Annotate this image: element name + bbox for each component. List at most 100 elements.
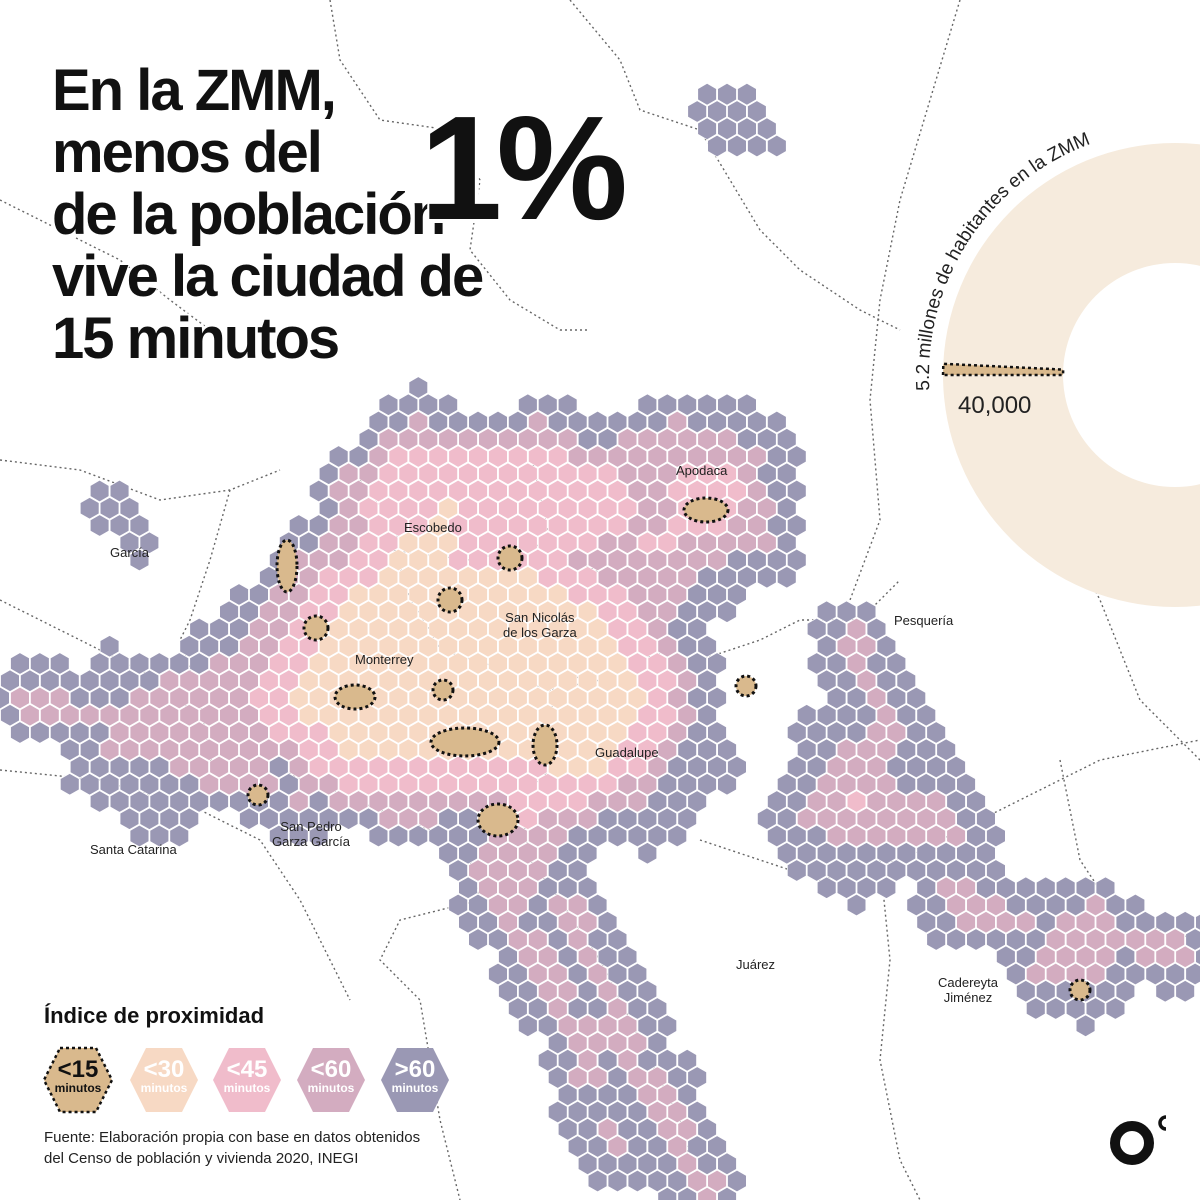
hexagon-icon — [297, 1048, 365, 1112]
hex-cell — [577, 462, 598, 486]
hex-cell — [388, 548, 409, 572]
hex-cell — [577, 1083, 598, 1107]
hex-cell — [249, 617, 269, 641]
hex-cell — [717, 531, 737, 555]
hex-cell — [836, 738, 857, 762]
hex-cell — [876, 772, 897, 796]
hex-cell — [866, 755, 887, 779]
hex-cell — [1075, 1014, 1096, 1038]
hex-cell — [408, 548, 429, 572]
hex-cell — [518, 979, 538, 1003]
hex-cell — [109, 721, 130, 744]
hex-cell — [99, 634, 120, 658]
hex-cell — [677, 1186, 697, 1200]
hex-cell — [557, 669, 578, 693]
hex-cell — [617, 772, 638, 796]
hex-cell — [677, 565, 697, 589]
hex-cell — [418, 565, 439, 589]
legend-unit-15: minutos — [54, 1081, 102, 1095]
hex-cell — [408, 652, 429, 675]
hex-cell — [408, 790, 429, 813]
hex-cell — [627, 997, 648, 1020]
hex-cell — [518, 600, 538, 624]
hex-cell — [607, 514, 628, 537]
hex-cell — [697, 393, 717, 417]
hex-cell — [667, 652, 688, 675]
hex-cell — [846, 859, 867, 882]
hex-cell — [567, 617, 588, 641]
hex-cell — [677, 1152, 697, 1176]
hex-cell — [856, 600, 877, 624]
hex-cell — [428, 410, 449, 434]
hex-cell — [1195, 948, 1200, 966]
hex-cell — [239, 669, 259, 693]
hex-cell — [587, 652, 608, 675]
hex-cell — [368, 410, 389, 434]
hex-cell — [318, 634, 339, 658]
hex-cell — [916, 910, 937, 934]
hex-cell — [577, 841, 598, 865]
hex-cell — [507, 755, 528, 779]
hex-cell — [846, 824, 867, 848]
hex-cell — [537, 876, 558, 900]
hex-cell — [308, 548, 329, 572]
hex-cell — [1165, 928, 1185, 951]
hex-cell — [378, 807, 399, 831]
hex-cell — [1016, 910, 1036, 934]
hex-cell — [109, 652, 130, 675]
hex-cell — [617, 1152, 638, 1176]
hex-cell — [936, 772, 956, 796]
hex-cell — [826, 652, 847, 675]
boundary-east — [849, 0, 961, 601]
hex-cell — [1065, 962, 1086, 986]
hex-cell — [587, 1100, 608, 1124]
hex-cell — [1175, 945, 1195, 969]
hex-cell — [697, 531, 717, 555]
hex-cell — [607, 1100, 628, 1124]
hex-cell — [119, 669, 140, 693]
hex-cell — [946, 859, 966, 882]
hex-cell — [816, 807, 837, 831]
hex-cell — [687, 755, 707, 779]
headline-line-4: vive la ciudad de — [52, 244, 484, 309]
hex-cell — [149, 721, 170, 744]
hex-cell — [448, 893, 469, 917]
hex-cell — [976, 910, 996, 934]
hex-cell — [498, 462, 518, 486]
hex-cell — [767, 790, 787, 813]
hex-cell — [577, 1117, 598, 1141]
hex-cell — [219, 600, 239, 624]
hex-cell — [567, 859, 588, 882]
hex-cell — [757, 427, 777, 451]
hex-cell — [388, 686, 409, 710]
hex-cell — [617, 1014, 638, 1038]
hex-cell — [398, 462, 419, 486]
hex-cell — [398, 634, 419, 658]
hex-cell — [488, 652, 508, 675]
hex-cell — [129, 514, 150, 537]
hex-cell — [697, 600, 717, 624]
hex-cell — [597, 807, 618, 831]
hex-cell — [577, 738, 598, 762]
hex-cell — [478, 427, 498, 451]
hex-cell — [1016, 876, 1036, 900]
hex-cell — [139, 807, 160, 831]
hex-cell — [607, 686, 628, 710]
hex-cell — [866, 652, 887, 675]
hex-cell — [537, 634, 558, 658]
hex-cell — [846, 893, 867, 917]
hex-cell — [667, 410, 688, 434]
under-15-zone — [429, 726, 501, 758]
hex-cell — [388, 652, 409, 675]
hex-cell — [528, 859, 548, 882]
hex-cell — [408, 445, 429, 468]
hex-cell — [647, 617, 668, 641]
hex-cell — [667, 1066, 688, 1089]
hex-cell — [179, 772, 200, 796]
hex-cell — [996, 910, 1016, 934]
hex-cell — [528, 893, 548, 917]
hex-cell — [219, 669, 239, 693]
hex-cell — [687, 790, 707, 813]
headline-line-5: 15 minutos — [52, 306, 340, 371]
hex-cell — [647, 1100, 668, 1124]
